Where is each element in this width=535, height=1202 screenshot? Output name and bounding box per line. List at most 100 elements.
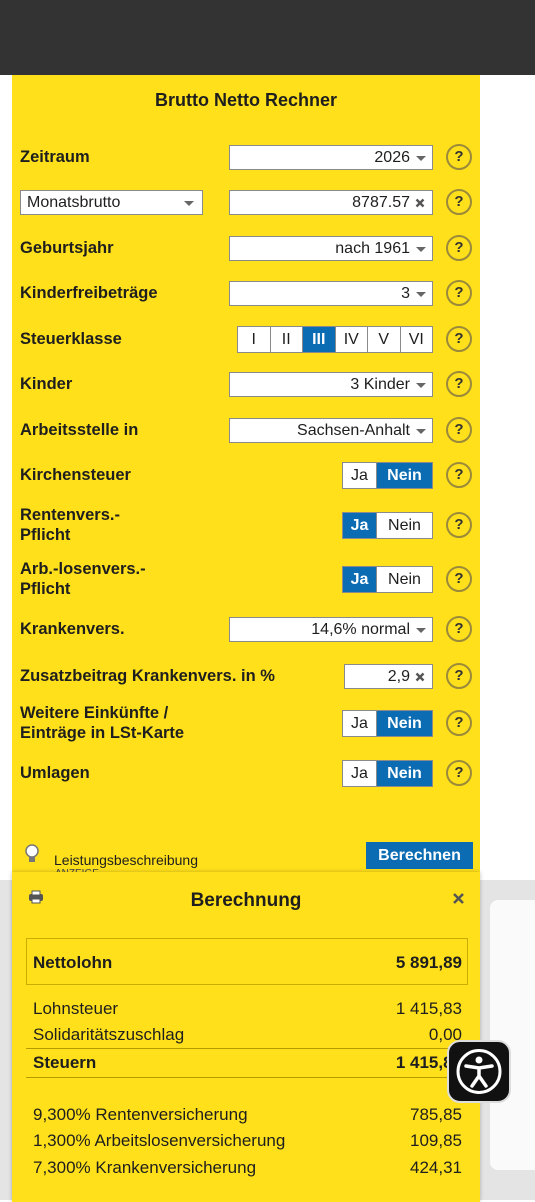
field-label: Einträge in LSt-Karte: [20, 724, 185, 742]
select-value: nach 1961: [335, 240, 410, 257]
field-label: Arbeitsstelle in: [20, 421, 139, 439]
segment-option[interactable]: II: [271, 327, 303, 352]
toggle-option[interactable]: Nein: [388, 517, 421, 534]
result-label: Lohnsteuer: [33, 999, 119, 1018]
dropdown-arrow: [184, 201, 194, 206]
help-icon[interactable]: ?: [446, 235, 472, 261]
calculate-button[interactable]: Berechnen: [366, 842, 473, 869]
result-value: 785,85: [410, 1105, 462, 1124]
toggle-option[interactable]: Nein: [377, 463, 432, 488]
dropdown-arrow: [416, 383, 426, 388]
toggle-option[interactable]: Ja: [343, 513, 377, 538]
toggle: Ja Nein: [342, 512, 433, 539]
toggle-option[interactable]: Nein: [388, 571, 421, 588]
toggle-option[interactable]: Ja: [343, 567, 377, 592]
result-label: Steuern: [33, 1053, 97, 1072]
result-title: Berechnung: [190, 890, 302, 911]
separator: [26, 1048, 468, 1049]
result-value: 109,85: [410, 1131, 462, 1150]
field-label: Rentenvers.-: [20, 506, 120, 524]
help-icon[interactable]: ?: [446, 417, 472, 443]
select[interactable]: 2026: [229, 145, 433, 170]
field-label: Zeitraum: [20, 148, 90, 166]
help-icon[interactable]: ?: [446, 512, 472, 538]
tax-class-selector: I II III IV V VI: [237, 326, 433, 353]
toggle: Ja Nein: [342, 760, 433, 787]
dropdown-arrow: [416, 429, 426, 434]
dropdown-arrow: [416, 156, 426, 161]
segment-option[interactable]: III: [303, 327, 336, 352]
result-label: 1,300% Arbeitslosenversicherung: [33, 1131, 286, 1150]
field-label: Krankenvers.: [20, 620, 125, 638]
help-icon[interactable]: ?: [446, 710, 472, 736]
net-value: 5 891,89: [395, 953, 462, 972]
accessibility-button[interactable]: [447, 1040, 511, 1103]
select[interactable]: Sachsen-Anhalt: [229, 418, 433, 443]
clear-icon[interactable]: [415, 198, 425, 208]
segment-option[interactable]: V: [368, 327, 401, 352]
segment-option[interactable]: IV: [336, 327, 368, 352]
result-value: 1 415,83: [395, 1053, 462, 1072]
help-icon[interactable]: ?: [446, 144, 472, 170]
result-label: 9,300% Rentenversicherung: [33, 1105, 248, 1124]
toggle-option[interactable]: Nein: [377, 711, 432, 736]
type-select[interactable]: Monatsbrutto: [20, 190, 203, 215]
print-icon[interactable]: [28, 890, 44, 904]
toggle-option[interactable]: Ja: [343, 463, 377, 488]
type-value: Monatsbrutto: [27, 194, 121, 211]
dropdown-arrow: [416, 292, 426, 297]
help-icon[interactable]: ?: [446, 280, 472, 306]
help-icon[interactable]: ?: [446, 462, 472, 488]
top-bar: [0, 0, 535, 75]
field-label: Arb.-losenvers.-: [20, 560, 146, 578]
help-icon[interactable]: ?: [446, 663, 472, 689]
dropdown-arrow: [416, 628, 426, 633]
toggle-option[interactable]: Nein: [377, 761, 432, 786]
close-icon[interactable]: [452, 892, 465, 905]
toggle: Ja Nein: [342, 566, 433, 593]
select[interactable]: nach 1961: [229, 236, 433, 261]
description-link[interactable]: Leistungsbeschreibung: [54, 852, 198, 868]
select-value: Sachsen-Anhalt: [297, 422, 410, 439]
help-icon[interactable]: ?: [446, 189, 472, 215]
select-value: 8787.57: [352, 194, 410, 211]
field-label: Geburtsjahr: [20, 239, 114, 257]
field-label: Kinder: [20, 375, 73, 393]
select[interactable]: 3: [229, 281, 433, 306]
result-value: 1 415,83: [395, 999, 462, 1018]
help-icon[interactable]: ?: [446, 326, 472, 352]
net-label: Nettolohn: [33, 953, 113, 972]
field-label: Kinderfreibeträge: [20, 284, 158, 302]
result-label: 7,300% Krankenversicherung: [33, 1158, 257, 1177]
input[interactable]: 2,9: [344, 664, 433, 689]
clear-icon[interactable]: [415, 672, 425, 682]
select-value: 3 Kinder: [350, 376, 410, 393]
select[interactable]: 8787.57: [229, 190, 433, 215]
toggle: Ja Nein: [342, 710, 433, 737]
help-icon[interactable]: ?: [446, 566, 472, 592]
net-box: [26, 938, 468, 985]
result-panel: [12, 872, 480, 1202]
help-icon[interactable]: ?: [446, 760, 472, 786]
field-label: Pflicht: [20, 580, 71, 598]
help-icon[interactable]: ?: [446, 616, 472, 642]
help-icon[interactable]: ?: [446, 371, 472, 397]
field-label: Steuerklasse: [20, 330, 122, 348]
segment-option[interactable]: VI: [408, 331, 424, 348]
result-value: 0,00: [428, 1025, 462, 1044]
side-panel: [490, 900, 535, 1170]
bulb-icon: [25, 844, 39, 862]
result-label: Solidaritätszuschlag: [33, 1025, 185, 1044]
field-label: Weitere Einkünfte /: [20, 704, 169, 722]
toggle-option[interactable]: Ja: [343, 761, 377, 786]
select[interactable]: 14,6% normal: [229, 617, 433, 642]
select[interactable]: 3 Kinder: [229, 372, 433, 397]
dropdown-arrow: [416, 247, 426, 252]
segment-option[interactable]: I: [238, 327, 271, 352]
field-label: Kirchensteuer: [20, 466, 131, 484]
select-value: 3: [401, 285, 410, 302]
toggle-option[interactable]: Ja: [343, 711, 377, 736]
result-value: 424,31: [410, 1158, 462, 1177]
